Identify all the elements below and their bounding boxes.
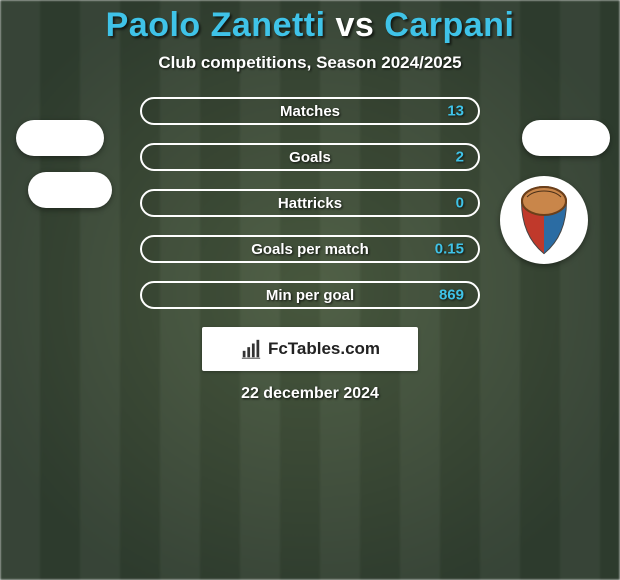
stat-pill: Matches 13 bbox=[140, 97, 480, 125]
stat-row: Goals per match 0.15 bbox=[0, 235, 620, 263]
stat-right-value: 869 bbox=[439, 287, 464, 304]
stat-pill: Min per goal 869 bbox=[140, 281, 480, 309]
stat-pill: Goals 2 bbox=[140, 143, 480, 171]
title-player-left: Paolo Zanetti bbox=[106, 6, 326, 44]
stat-right-value: 2 bbox=[456, 149, 464, 166]
stats-list: Matches 13 Goals 2 Hattricks 0 Goals per match… bbox=[0, 97, 620, 309]
stat-label: Goals bbox=[289, 149, 331, 166]
stat-right-value: 13 bbox=[447, 103, 464, 120]
brand-text: FcTables.com bbox=[268, 339, 380, 359]
stat-row: Hattricks 0 bbox=[0, 189, 620, 217]
stat-row: Min per goal 869 bbox=[0, 281, 620, 309]
bar-chart-icon bbox=[240, 338, 262, 360]
stat-right-value: 0 bbox=[456, 195, 464, 212]
stat-label: Min per goal bbox=[266, 287, 354, 304]
stat-label: Hattricks bbox=[278, 195, 342, 212]
subtitle: Club competitions, Season 2024/2025 bbox=[0, 53, 620, 73]
comparison-title: Paolo Zanetti vs Carpani bbox=[0, 6, 620, 45]
brand-box[interactable]: FcTables.com bbox=[202, 327, 418, 371]
stat-pill: Hattricks 0 bbox=[140, 189, 480, 217]
stat-pill: Goals per match 0.15 bbox=[140, 235, 480, 263]
stat-label: Matches bbox=[280, 103, 340, 120]
stat-row: Goals 2 bbox=[0, 143, 620, 171]
stat-row: Matches 13 bbox=[0, 97, 620, 125]
stat-label: Goals per match bbox=[251, 241, 369, 258]
stat-right-value: 0.15 bbox=[435, 241, 464, 258]
date-text: 22 december 2024 bbox=[0, 385, 620, 403]
infographic-container: Paolo Zanetti vs Carpani Club competitio… bbox=[0, 0, 620, 580]
title-vs: vs bbox=[326, 6, 385, 44]
title-player-right: Carpani bbox=[384, 6, 514, 44]
